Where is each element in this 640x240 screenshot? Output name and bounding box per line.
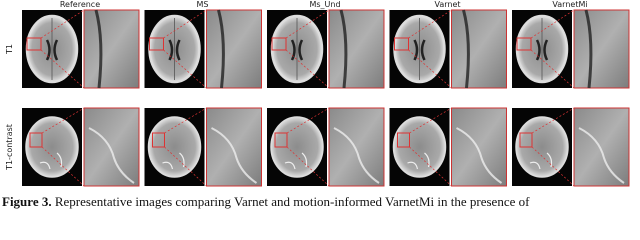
vessel bbox=[162, 152, 185, 170]
roi-box bbox=[516, 37, 532, 51]
ventricle bbox=[45, 39, 59, 61]
page: Reference MS Ms_Und Varnet VarnetMi T1 T1-cont… bbox=[2, 0, 638, 210]
vessel bbox=[529, 152, 553, 170]
roi-box bbox=[519, 132, 533, 148]
roi-box bbox=[29, 132, 43, 148]
connector bbox=[285, 49, 330, 89]
roi-box bbox=[274, 132, 288, 148]
connector bbox=[285, 9, 330, 39]
image-pair bbox=[512, 9, 630, 89]
connector bbox=[164, 107, 207, 134]
image-pair bbox=[267, 107, 385, 187]
column-label: Varnet bbox=[434, 0, 460, 9]
zoom-panel bbox=[451, 107, 507, 187]
connector bbox=[409, 146, 452, 187]
connector bbox=[530, 49, 575, 89]
connector bbox=[286, 107, 330, 134]
brain-outline bbox=[25, 116, 79, 178]
roi-box bbox=[152, 132, 165, 148]
column-label: VarnetMi bbox=[552, 0, 587, 9]
row-label: T1 bbox=[5, 44, 14, 55]
roi-box bbox=[26, 37, 42, 51]
image-pair bbox=[144, 107, 262, 187]
image-pair bbox=[389, 9, 507, 89]
connector bbox=[408, 49, 452, 89]
vessel bbox=[284, 152, 308, 170]
figure: Reference MS Ms_Und Varnet VarnetMi T1 T1-cont… bbox=[5, 0, 630, 187]
zoom-panel bbox=[206, 107, 262, 187]
image-pair bbox=[389, 107, 507, 187]
caption-text: Representative images comparing Varnet a… bbox=[54, 194, 530, 209]
zoom-structure bbox=[462, 9, 470, 89]
caption: Figure 3. Representative images comparin… bbox=[2, 194, 638, 210]
brain-outline bbox=[392, 116, 447, 178]
zoom-structure bbox=[456, 127, 503, 184]
image-pair bbox=[144, 9, 262, 89]
zoom-panel bbox=[573, 9, 630, 89]
image-pair bbox=[267, 9, 385, 89]
row-label: T1-contrast bbox=[5, 124, 14, 171]
brain-outline bbox=[147, 116, 202, 178]
connector bbox=[163, 49, 207, 89]
zoom-panel bbox=[573, 107, 630, 187]
column-label: Ms_Und bbox=[309, 0, 340, 9]
zoom-structure bbox=[339, 9, 348, 89]
zoom-structure bbox=[88, 127, 135, 184]
zoom-structure bbox=[94, 9, 103, 89]
roi-box bbox=[149, 37, 164, 51]
connector bbox=[531, 107, 575, 134]
column-label: MS bbox=[197, 0, 209, 9]
roi-box bbox=[397, 132, 410, 148]
zoom-structure bbox=[584, 9, 593, 89]
ventricle bbox=[413, 39, 426, 61]
image-pair bbox=[512, 107, 630, 187]
connector bbox=[286, 146, 330, 187]
vessel bbox=[407, 152, 430, 170]
ventricle bbox=[168, 39, 181, 61]
roi-box bbox=[394, 37, 409, 51]
connector bbox=[409, 107, 452, 134]
zoom-panel bbox=[206, 9, 262, 89]
connector bbox=[41, 107, 85, 134]
connector bbox=[164, 146, 207, 187]
vessel bbox=[39, 152, 63, 170]
connector bbox=[531, 146, 575, 187]
image-pair bbox=[22, 107, 140, 187]
image-pair bbox=[22, 9, 140, 89]
zoom-panel bbox=[83, 107, 140, 187]
caption-label: Figure 3. bbox=[2, 194, 52, 209]
column-label: Reference bbox=[60, 0, 100, 9]
zoom-panel bbox=[451, 9, 507, 89]
zoom-structure bbox=[217, 9, 225, 89]
connector bbox=[40, 49, 85, 89]
ventricle bbox=[535, 39, 549, 61]
brain-outline bbox=[270, 116, 324, 178]
zoom-panel bbox=[328, 9, 385, 89]
ventricle bbox=[290, 39, 304, 61]
connector bbox=[530, 9, 575, 39]
zoom-panel bbox=[328, 107, 385, 187]
connector bbox=[40, 9, 85, 39]
zoom-panel bbox=[83, 9, 140, 89]
zoom-structure bbox=[578, 127, 625, 184]
connector bbox=[408, 9, 452, 39]
connector bbox=[41, 146, 85, 187]
roi-box bbox=[271, 37, 287, 51]
zoom-structure bbox=[211, 127, 258, 184]
connector bbox=[163, 9, 207, 39]
brain-outline bbox=[515, 116, 569, 178]
zoom-structure bbox=[333, 127, 380, 184]
